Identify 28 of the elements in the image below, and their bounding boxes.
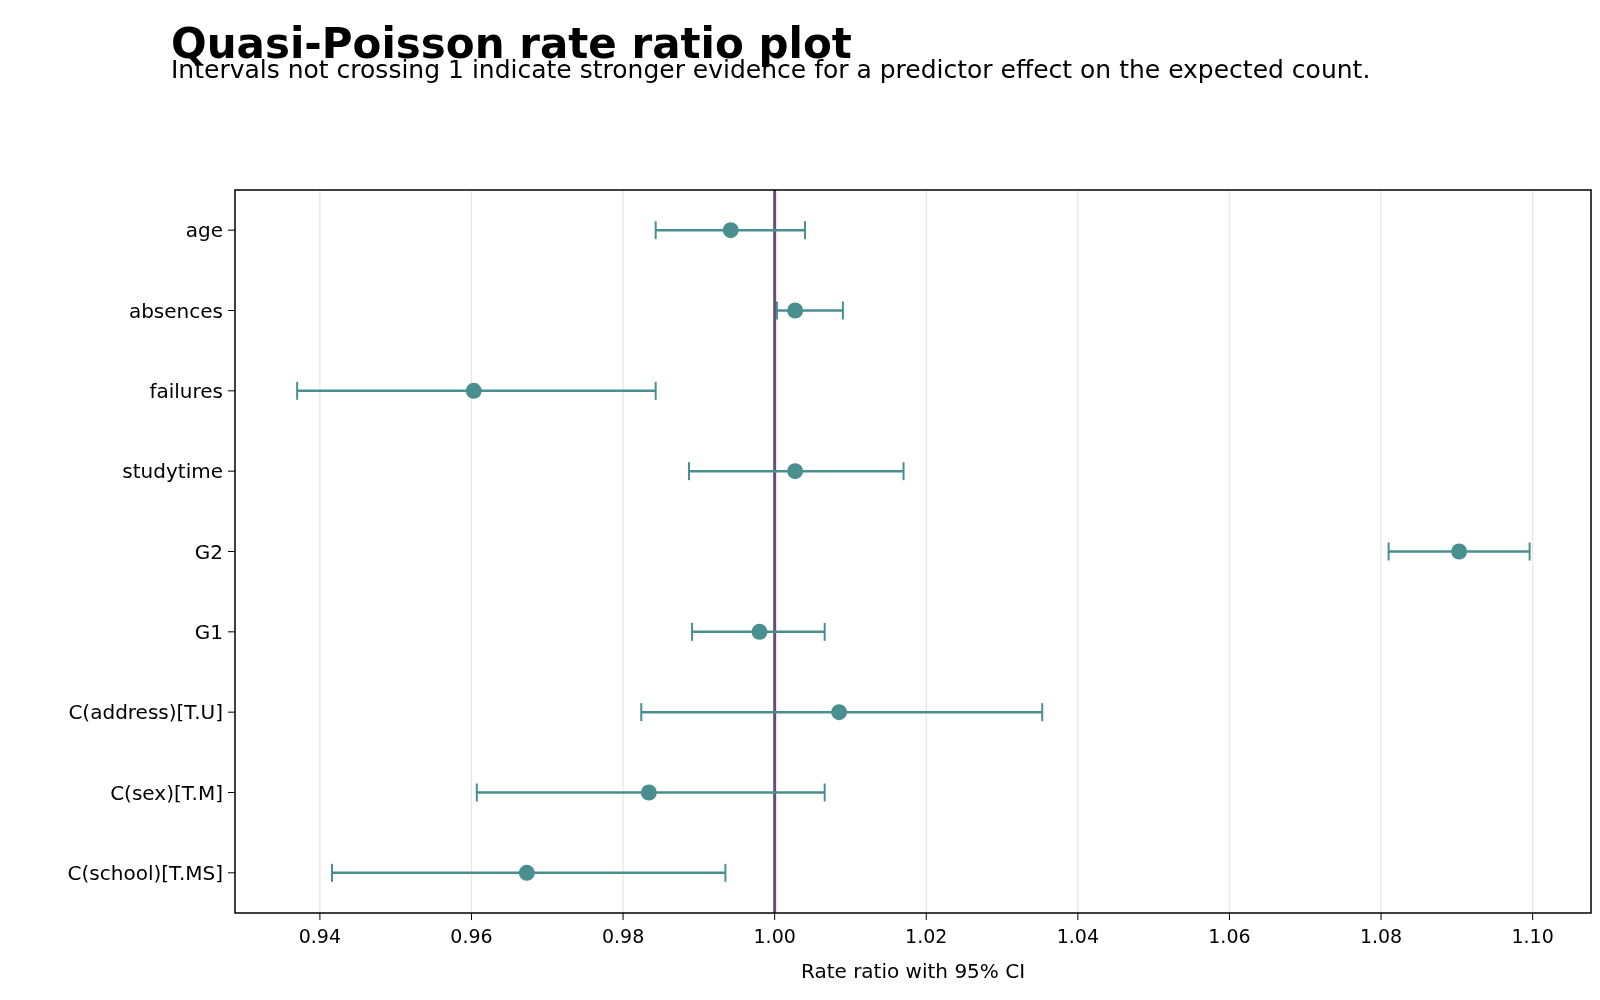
- point: [1451, 543, 1468, 560]
- y-tick-label: C(sex)[T.M]: [110, 780, 223, 805]
- y-tick-label: failures: [149, 378, 223, 403]
- point: [831, 704, 848, 721]
- point: [751, 623, 768, 640]
- y-tick-label: absences: [128, 298, 223, 323]
- x-tick-label: 1.08: [1359, 925, 1403, 947]
- y-tick-label: C(address)[T.U]: [68, 700, 223, 725]
- x-tick-label: 1.10: [1511, 925, 1554, 947]
- x-tick-label: 1.02: [905, 925, 948, 947]
- y-tick-label: G2: [194, 539, 223, 564]
- x-tick-label: 0.94: [298, 925, 342, 947]
- x-tick-label: 1.06: [1208, 925, 1251, 947]
- x-tick-label: 0.96: [450, 925, 493, 947]
- point: [722, 222, 739, 239]
- x-axis-title: Rate ratio with 95% CI: [800, 959, 1026, 983]
- point: [787, 302, 804, 319]
- point: [640, 784, 657, 801]
- point: [465, 382, 482, 399]
- point: [787, 463, 804, 480]
- x-tick-label: 1.04: [1056, 925, 1100, 947]
- y-tick-label: age: [185, 218, 223, 243]
- y-tick-label: G1: [194, 619, 223, 644]
- y-tick-label: C(school)[T.MS]: [67, 860, 223, 885]
- x-tick-label: 0.98: [601, 925, 645, 947]
- x-tick-label: 1.00: [753, 925, 796, 947]
- y-tick-label: studytime: [122, 459, 223, 484]
- point: [518, 864, 535, 881]
